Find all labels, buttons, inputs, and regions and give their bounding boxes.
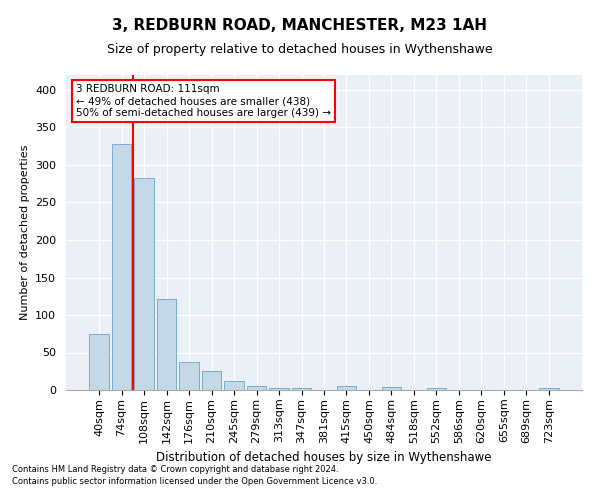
Y-axis label: Number of detached properties: Number of detached properties <box>20 145 29 320</box>
Bar <box>292 388 311 390</box>
Bar <box>202 371 221 390</box>
Bar <box>427 388 446 390</box>
Bar <box>179 362 199 390</box>
Bar <box>134 178 154 390</box>
Bar <box>539 388 559 390</box>
Bar <box>89 334 109 390</box>
Bar <box>337 386 356 390</box>
Text: 3, REDBURN ROAD, MANCHESTER, M23 1AH: 3, REDBURN ROAD, MANCHESTER, M23 1AH <box>113 18 487 32</box>
Bar <box>382 387 401 390</box>
Bar <box>224 381 244 390</box>
Bar <box>112 144 131 390</box>
Text: Size of property relative to detached houses in Wythenshawe: Size of property relative to detached ho… <box>107 42 493 56</box>
Text: Contains public sector information licensed under the Open Government Licence v3: Contains public sector information licen… <box>12 477 377 486</box>
Text: 3 REDBURN ROAD: 111sqm
← 49% of detached houses are smaller (438)
50% of semi-de: 3 REDBURN ROAD: 111sqm ← 49% of detached… <box>76 84 331 117</box>
Bar <box>157 299 176 390</box>
Text: Contains HM Land Registry data © Crown copyright and database right 2024.: Contains HM Land Registry data © Crown c… <box>12 466 338 474</box>
X-axis label: Distribution of detached houses by size in Wythenshawe: Distribution of detached houses by size … <box>156 451 492 464</box>
Bar <box>269 388 289 390</box>
Bar <box>247 386 266 390</box>
